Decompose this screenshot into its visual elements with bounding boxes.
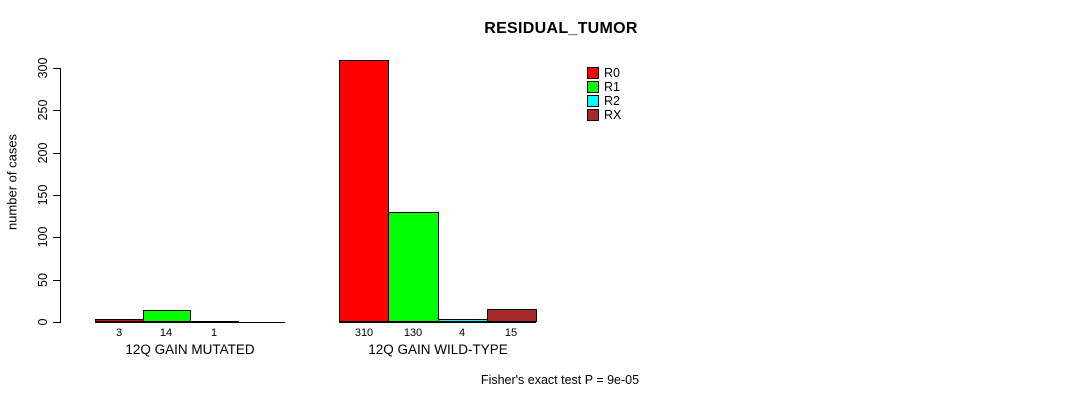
chart-title: RESIDUAL_TUMOR [484, 20, 638, 37]
bar-r2-group1 [190, 321, 239, 323]
bar-r1-group2 [388, 212, 439, 322]
y-axis-tick [53, 195, 61, 196]
y-axis-tick-label: 200 [36, 142, 50, 164]
y-axis-tick-label: 0 [36, 318, 50, 326]
y-axis-tick [53, 153, 61, 154]
legend-label-r0: R0 [604, 66, 620, 80]
bar-value-label: 4 [458, 327, 466, 339]
y-axis-tick [53, 110, 61, 111]
y-axis-tick-label: 50 [36, 273, 50, 287]
legend-label-r2: R2 [604, 94, 620, 108]
x-category-label: 12Q GAIN MUTATED [125, 342, 255, 357]
legend-swatch-r2 [587, 95, 599, 107]
fisher-test-annotation: Fisher's exact test P = 9e-05 [480, 373, 640, 387]
bar-value-label: 1 [210, 327, 218, 339]
bar-r1-group1 [143, 310, 191, 322]
bar-value-label: 14 [159, 327, 173, 339]
bar-value-label: 3 [115, 327, 123, 339]
legend-swatch-rx [587, 109, 599, 121]
y-axis-tick-label: 150 [36, 184, 50, 206]
legend-swatch-r0 [587, 67, 599, 79]
legend-label-r1: R1 [604, 80, 620, 94]
bar-rx-group2 [487, 309, 537, 322]
legend-swatch-r1 [587, 81, 599, 93]
bar-value-label: 310 [354, 327, 374, 339]
bar-r0-group2 [339, 60, 389, 322]
legend-label-rx: RX [604, 108, 622, 122]
y-axis-tick [53, 68, 61, 69]
y-axis-tick [53, 322, 61, 323]
x-category-label: 12Q GAIN WILD-TYPE [368, 342, 508, 357]
y-axis-tick [53, 237, 61, 238]
y-axis-tick-label: 100 [36, 226, 50, 248]
y-axis-tick [53, 280, 61, 281]
y-axis-tick-label: 250 [36, 99, 50, 121]
bar-r0-group1 [95, 319, 144, 322]
y-axis-title: number of cases [4, 133, 20, 231]
y-axis-tick-label: 300 [36, 57, 50, 79]
group-baseline [339, 322, 536, 323]
bar-value-label: 130 [403, 327, 423, 339]
bar-r2-group2 [438, 319, 488, 322]
bar-value-label: 15 [504, 327, 518, 339]
